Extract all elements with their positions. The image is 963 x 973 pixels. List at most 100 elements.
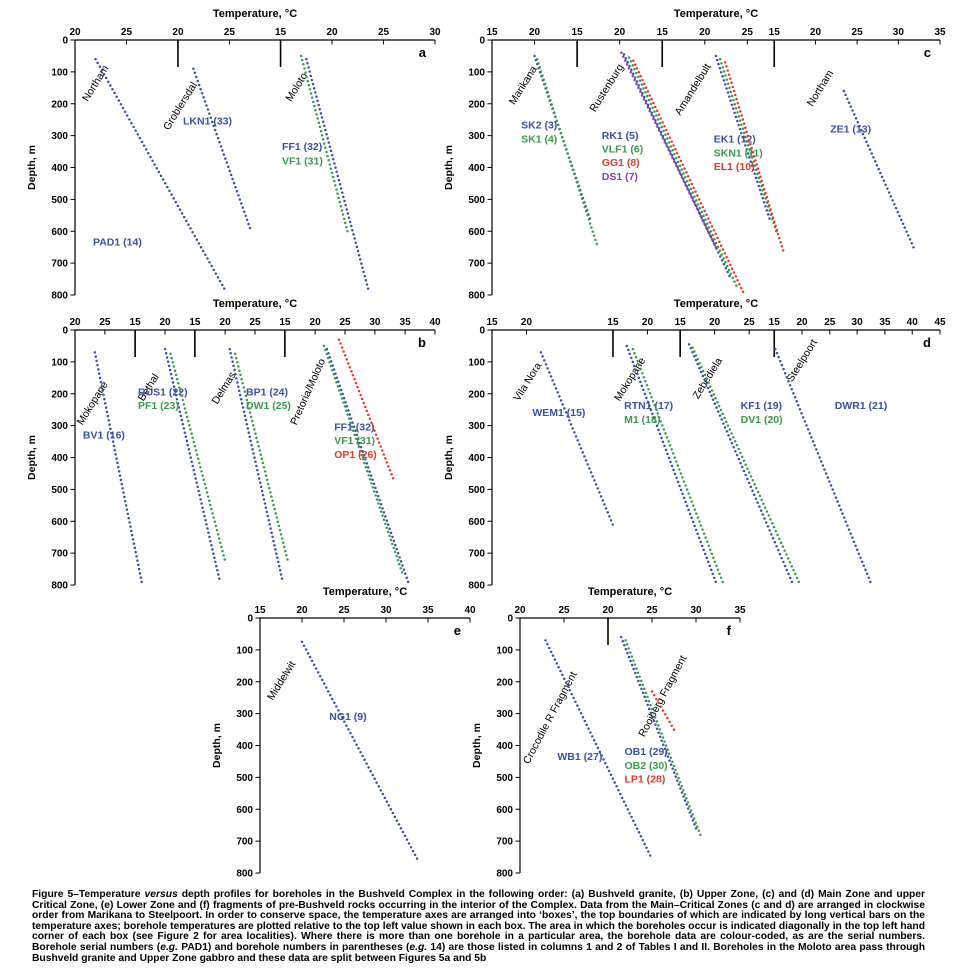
- data-point: [896, 210, 900, 214]
- data-point: [310, 78, 314, 82]
- data-point: [714, 580, 718, 584]
- data-point: [672, 728, 676, 731]
- data-point: [346, 212, 350, 215]
- data-point: [411, 849, 415, 853]
- data-point: [365, 469, 369, 473]
- data-point: [235, 377, 238, 380]
- data-point: [399, 560, 403, 563]
- series-M1: [631, 347, 724, 584]
- data-point: [177, 382, 180, 385]
- data-point: [222, 554, 225, 557]
- data-point: [694, 354, 698, 357]
- data-point: [643, 392, 647, 396]
- data-point: [710, 394, 713, 398]
- data-point: [140, 140, 144, 144]
- data-point: [322, 682, 326, 685]
- data-point: [844, 93, 847, 97]
- data-point: [96, 61, 99, 65]
- x-tick-label: 20: [310, 317, 322, 328]
- axis-title-temperature: Temperature, °C: [674, 298, 758, 310]
- data-point: [357, 445, 361, 449]
- data-point: [213, 556, 216, 560]
- data-point: [98, 65, 102, 68]
- data-point: [387, 465, 390, 468]
- data-point: [732, 98, 735, 102]
- data-point: [707, 217, 710, 220]
- y-tick-label: 0: [62, 326, 68, 337]
- data-point: [775, 228, 779, 232]
- data-point: [665, 144, 668, 148]
- y-tick-label: 100: [496, 645, 513, 656]
- data-point: [693, 823, 696, 826]
- data-point: [338, 389, 341, 392]
- data-point: [598, 491, 601, 494]
- data-point: [206, 108, 210, 111]
- data-point: [771, 521, 774, 525]
- data-point: [316, 117, 319, 120]
- data-point: [205, 104, 208, 107]
- data-point: [691, 346, 694, 349]
- data-point: [233, 352, 237, 356]
- data-point: [643, 842, 646, 846]
- data-point: [839, 508, 843, 511]
- data-point: [270, 495, 273, 498]
- y-tick-label: 700: [468, 259, 485, 270]
- data-point: [178, 208, 182, 211]
- data-point: [778, 236, 781, 240]
- data-point: [347, 216, 351, 219]
- data-point: [317, 103, 320, 107]
- data-point: [217, 573, 220, 576]
- data-point: [746, 143, 750, 147]
- data-point: [889, 195, 893, 198]
- data-point: [315, 95, 318, 98]
- data-point: [641, 683, 644, 687]
- data-point: [115, 457, 118, 460]
- data-point: [337, 709, 340, 712]
- data-point: [218, 577, 221, 580]
- data-point: [632, 819, 635, 823]
- data-point: [566, 415, 569, 418]
- data-point: [702, 548, 705, 552]
- data-point: [761, 513, 765, 516]
- data-point: [576, 439, 579, 442]
- data-point: [655, 720, 659, 723]
- data-point: [285, 554, 288, 557]
- data-point: [752, 493, 756, 496]
- data-point: [693, 508, 697, 511]
- data-point: [810, 436, 813, 439]
- data-point: [631, 72, 635, 76]
- data-point: [341, 392, 344, 396]
- data-point: [695, 512, 698, 515]
- data-point: [348, 413, 351, 416]
- data-point: [643, 695, 646, 699]
- x-tick-label: 20: [172, 27, 184, 38]
- data-point: [247, 407, 251, 410]
- data-point: [710, 389, 714, 392]
- data-point: [675, 151, 679, 155]
- data-point: [688, 191, 691, 194]
- data-point: [636, 671, 640, 674]
- data-point: [559, 399, 563, 402]
- data-point: [358, 258, 362, 261]
- data-point: [657, 113, 661, 116]
- data-point: [679, 787, 682, 790]
- data-point: [742, 131, 746, 135]
- data-point: [721, 580, 724, 584]
- data-point: [692, 817, 696, 820]
- data-point: [879, 171, 882, 175]
- data-point: [701, 374, 705, 378]
- x-tick-label: 20: [602, 605, 614, 616]
- data-point: [309, 74, 313, 78]
- data-point: [647, 850, 650, 853]
- data-point: [684, 183, 687, 187]
- data-point: [711, 233, 714, 237]
- data-point: [367, 466, 370, 469]
- data-point: [200, 91, 204, 95]
- data-point: [826, 476, 830, 479]
- data-point: [584, 459, 588, 462]
- data-point: [629, 60, 633, 63]
- data-point: [155, 166, 159, 170]
- data-point: [242, 410, 246, 413]
- axis-title-depth: Depth, m: [471, 723, 483, 768]
